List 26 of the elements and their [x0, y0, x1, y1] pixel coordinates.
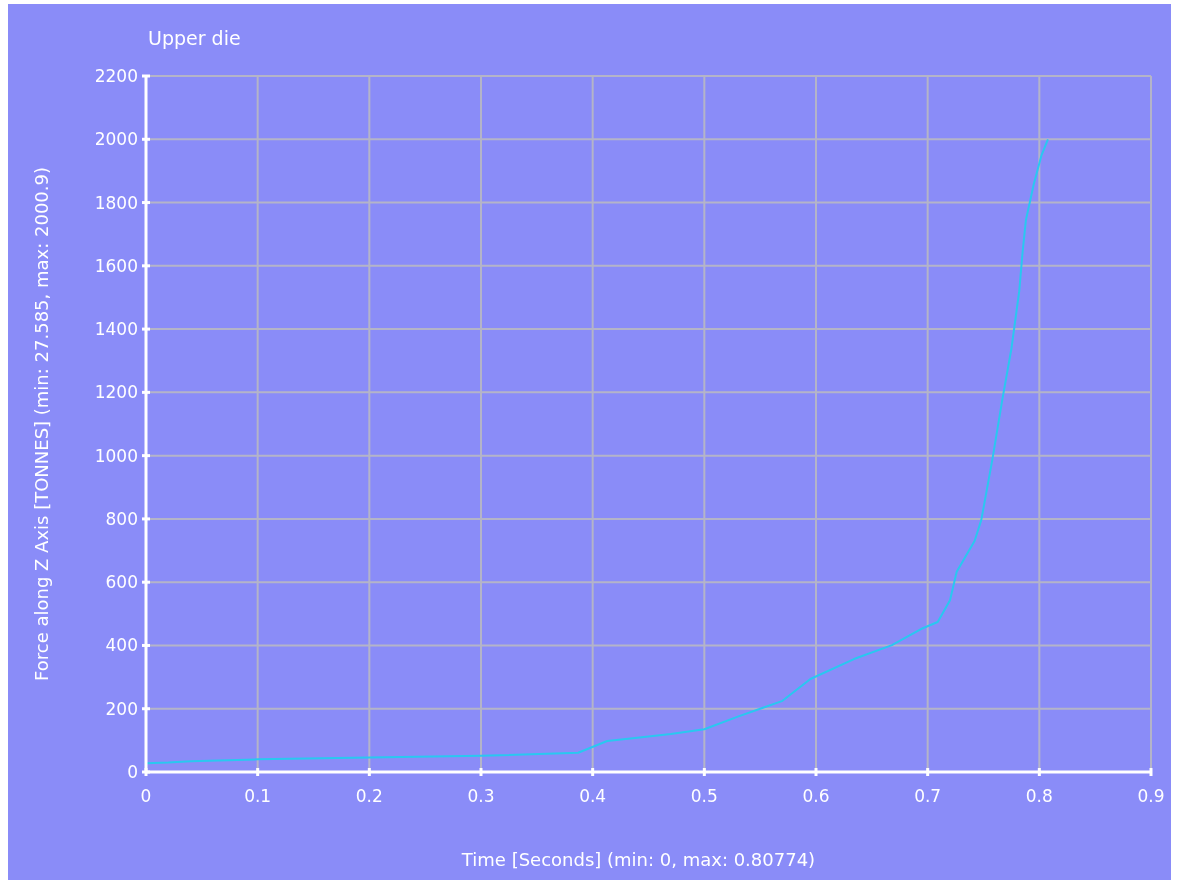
x-tick-label: 0.6: [802, 786, 830, 806]
y-tick-label: 600: [105, 572, 138, 593]
y-axis-title: Force along Z Axis [TONNES] (min: 27.585, max: 2000.9): [31, 167, 52, 681]
y-tick-label: 400: [105, 635, 138, 656]
x-tick-label: 0.2: [355, 786, 383, 806]
y-tick-label: 1000: [94, 445, 138, 466]
x-tick-label: 0: [140, 786, 152, 806]
x-tick-label: 0.8: [1025, 786, 1053, 806]
line-series: [145, 138, 1049, 765]
x-axis-title: Time [Seconds] (min: 0, max: 0.80774): [460, 849, 816, 870]
y-tick-label: 1800: [94, 192, 138, 213]
y-tick-label: 1600: [94, 255, 138, 276]
y-tick-label: 0: [127, 762, 138, 782]
x-tick-label: 0.4: [579, 786, 607, 806]
y-tick-label: 2000: [94, 129, 138, 150]
y-tick-label: 200: [105, 698, 138, 719]
x-tick-label: 0.1: [244, 786, 272, 806]
y-tick-label: 1400: [94, 319, 138, 340]
chart-title: Upper die: [148, 27, 241, 49]
x-tick-label: 0.3: [467, 786, 495, 806]
y-tick-label: 1200: [94, 382, 138, 403]
x-tick-label: 0.9: [1137, 786, 1165, 806]
y-tick-label: 800: [105, 508, 138, 529]
x-tick-label: 0.5: [690, 786, 718, 806]
y-tick-label: 2200: [94, 66, 138, 86]
x-tick-label: 0.7: [914, 786, 942, 806]
